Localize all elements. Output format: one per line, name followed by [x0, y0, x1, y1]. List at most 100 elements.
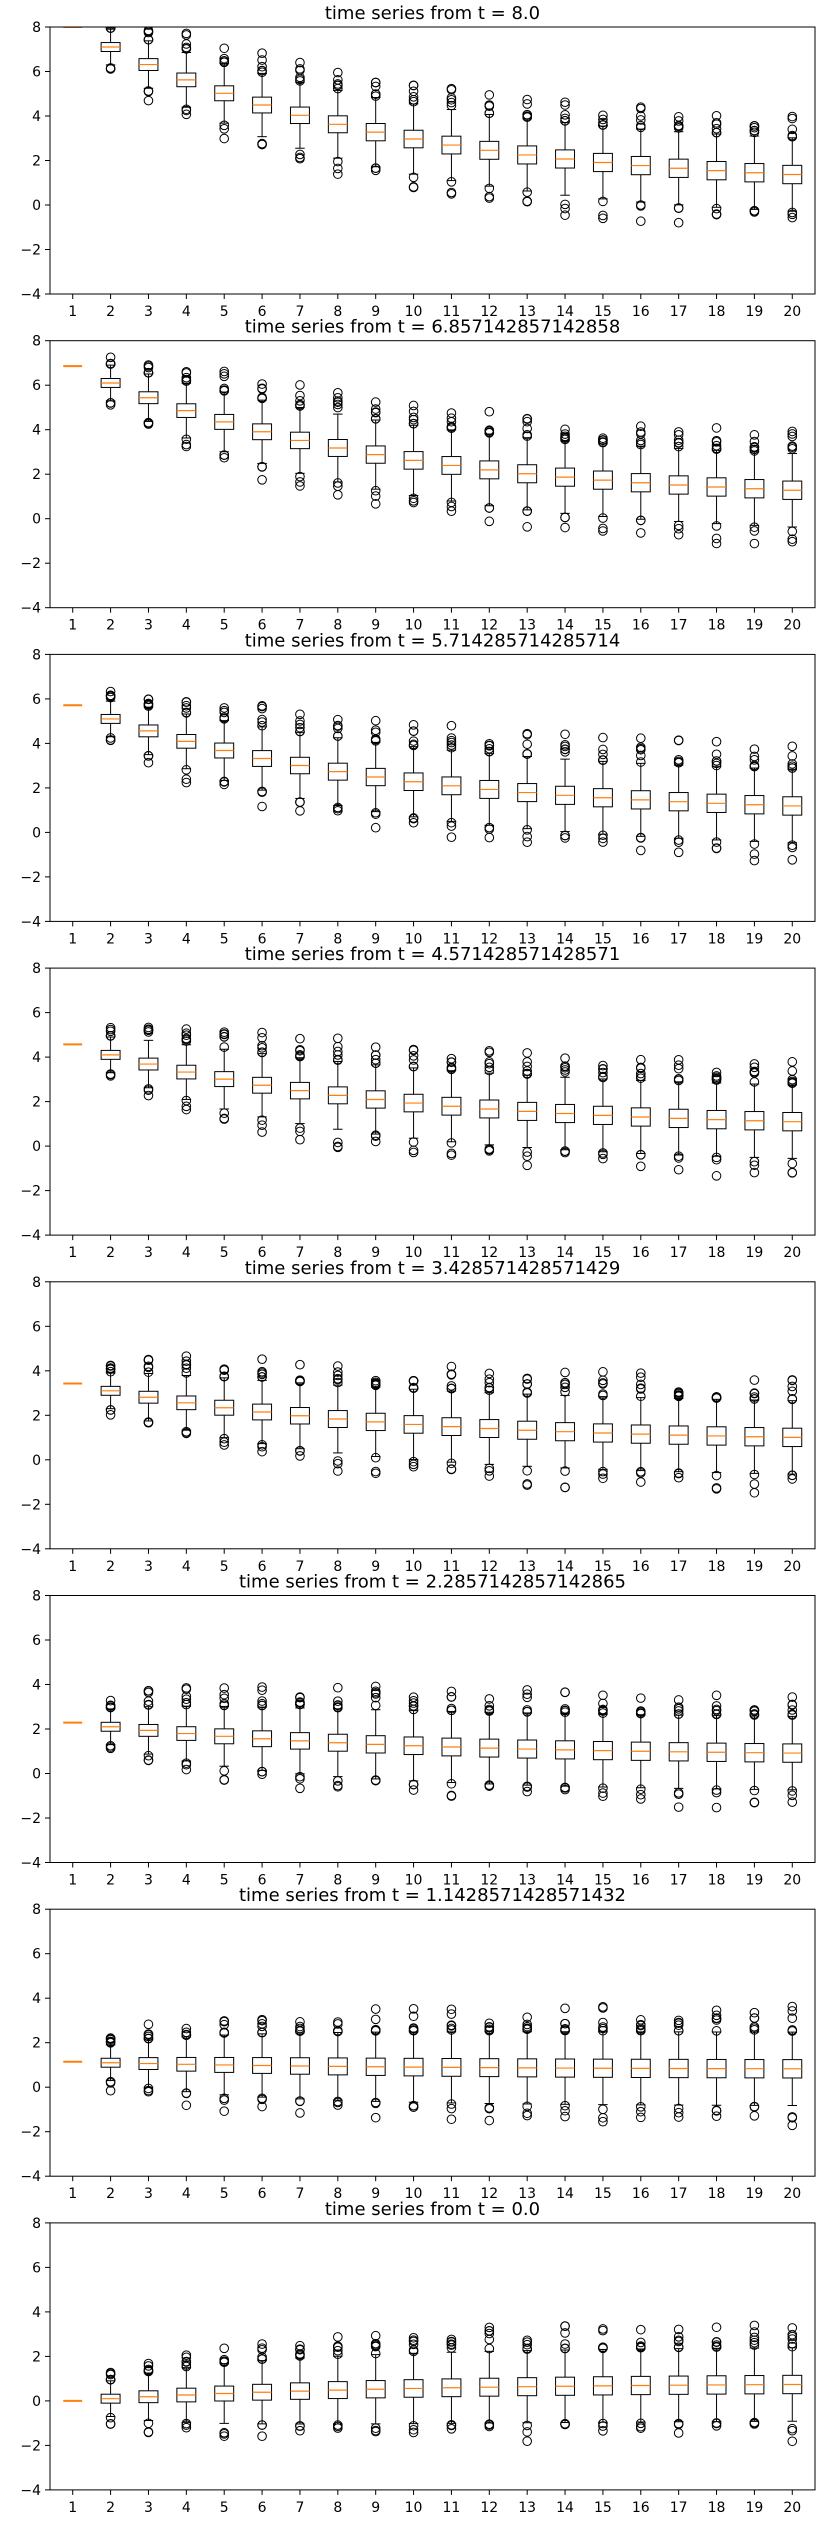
box-12 — [479, 2322, 500, 2432]
flier — [673, 1075, 684, 1086]
flier — [484, 108, 495, 119]
box-11 — [441, 2004, 462, 2125]
flier — [787, 130, 798, 141]
flier — [484, 1377, 495, 1388]
flier — [635, 1372, 646, 1382]
x-tick-label: 3 — [144, 1559, 153, 1575]
flier — [522, 1151, 532, 1162]
flier — [522, 1160, 532, 1171]
x-tick-label: 17 — [670, 2186, 688, 2202]
flier — [105, 1031, 116, 1041]
flier — [598, 744, 608, 755]
flier — [522, 1061, 532, 1072]
box-20 — [782, 1692, 803, 1807]
flier — [749, 1160, 760, 1171]
flier — [598, 523, 608, 534]
plot-area — [63, 686, 803, 866]
x-tick-label: 4 — [182, 2500, 191, 2516]
flier — [711, 2418, 722, 2428]
flier — [635, 1708, 646, 1719]
flier — [257, 2027, 267, 2038]
flier — [257, 2101, 267, 2112]
x-tick-label: 11 — [443, 1559, 461, 1575]
flier — [408, 1698, 419, 1708]
x-tick-label: 5 — [220, 304, 229, 320]
flier — [219, 369, 230, 379]
x-tick-label: 4 — [182, 304, 191, 320]
flier — [673, 523, 684, 534]
x-tick-label: 14 — [556, 1873, 574, 1889]
flier — [635, 1794, 646, 1804]
flier — [257, 1354, 267, 1364]
y-tick-label: −2 — [20, 1811, 41, 1827]
box-15 — [592, 732, 613, 847]
flier — [787, 1381, 798, 1392]
panel-5: time series from t = 3.428571428571429 −4… — [20, 1258, 816, 1575]
flier — [257, 1696, 267, 1706]
box-11 — [441, 1053, 462, 1160]
box-13 — [517, 1048, 538, 1171]
x-tick-label: 11 — [443, 304, 461, 320]
flier — [522, 2101, 532, 2112]
flier — [635, 742, 646, 753]
flier — [484, 2115, 495, 2126]
y-tick-label: 6 — [32, 2260, 41, 2276]
flier — [143, 2358, 154, 2369]
box-12 — [479, 406, 500, 527]
box-2 — [100, 2367, 121, 2429]
flier — [560, 2321, 570, 2331]
flier — [635, 103, 646, 114]
flier — [295, 1050, 305, 1060]
flier — [333, 169, 343, 179]
flier — [446, 742, 457, 753]
flier — [522, 431, 532, 441]
flier — [219, 133, 230, 144]
flier — [484, 503, 495, 513]
flier — [598, 1071, 608, 1082]
flier — [370, 1136, 381, 1147]
box-16 — [630, 733, 651, 856]
box-10 — [403, 720, 424, 828]
box-14 — [555, 729, 576, 843]
box-6 — [252, 2014, 273, 2112]
flier — [446, 2420, 457, 2430]
flier — [295, 2096, 305, 2107]
flier — [257, 1682, 267, 1692]
flier — [181, 774, 192, 785]
panel-2: time series from t = 6.857142857142858 −4… — [20, 317, 816, 634]
flier — [181, 1363, 192, 1374]
flier — [711, 2111, 722, 2121]
flier — [295, 2349, 305, 2360]
x-tick-label: 19 — [745, 931, 763, 947]
flier — [143, 2364, 154, 2375]
chart-title: time series from t = 8.0 — [325, 3, 540, 24]
flier — [749, 2320, 760, 2331]
flier — [408, 2339, 419, 2350]
flier — [635, 427, 646, 437]
x-tick-label: 16 — [632, 1873, 650, 1889]
flier — [598, 2418, 608, 2429]
flier — [181, 2088, 192, 2099]
flier — [749, 761, 760, 772]
flier — [333, 2341, 343, 2351]
flier — [106, 27, 115, 30]
flier — [257, 1685, 267, 1696]
flier — [408, 400, 419, 411]
flier — [787, 1158, 798, 1169]
box-9 — [365, 1042, 386, 1147]
flier — [787, 2013, 798, 2023]
flier — [333, 478, 343, 488]
box-20 — [782, 1057, 803, 1178]
axes-frame — [49, 2222, 816, 2491]
flier — [219, 383, 230, 394]
flier — [105, 1071, 116, 1081]
flier — [484, 2018, 495, 2029]
flier — [598, 1375, 608, 1386]
flier — [408, 2427, 419, 2438]
flier — [333, 1367, 343, 1377]
flier — [522, 2344, 532, 2354]
flier — [143, 2085, 154, 2096]
box-17 — [668, 2324, 689, 2438]
flier — [446, 1361, 457, 1372]
